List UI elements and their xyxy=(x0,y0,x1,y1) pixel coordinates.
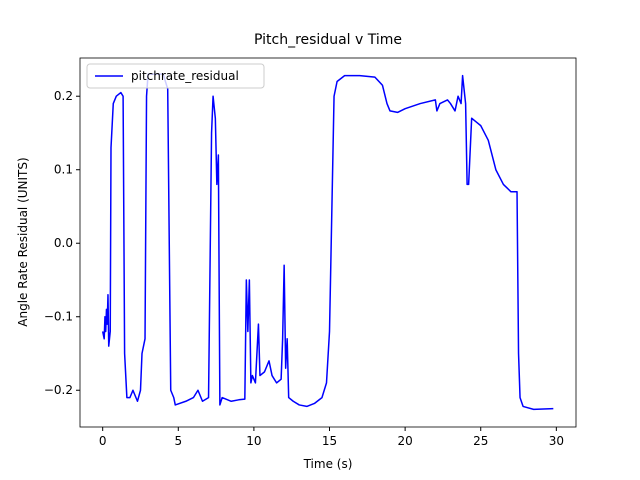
chart-title: Pitch_residual v Time xyxy=(254,32,402,48)
y-tick-label: 0.1 xyxy=(54,163,73,177)
x-tick-label: 5 xyxy=(174,434,182,448)
legend-box xyxy=(86,63,265,89)
legend: pitchrate_residual xyxy=(86,63,265,89)
x-tick-label: 20 xyxy=(397,434,412,448)
y-tick-label: −0.1 xyxy=(44,310,73,324)
y-tick-label: 0.0 xyxy=(54,236,73,250)
x-axis-label: Time (s) xyxy=(303,457,353,471)
x-tick-label: 10 xyxy=(246,434,261,448)
legend-label: pitchrate_residual xyxy=(131,69,239,83)
x-tick-label: 30 xyxy=(549,434,564,448)
x-tick-label: 0 xyxy=(99,434,107,448)
plot-frame xyxy=(79,57,577,428)
y-tick-label: −0.2 xyxy=(44,383,73,397)
y-tick-label: 0.2 xyxy=(54,89,73,103)
x-tick-label: 15 xyxy=(322,434,337,448)
x-tick-label: 25 xyxy=(473,434,488,448)
y-axis-label: Angle Rate Residual (UNITS) xyxy=(16,157,30,326)
data-line xyxy=(101,73,554,411)
